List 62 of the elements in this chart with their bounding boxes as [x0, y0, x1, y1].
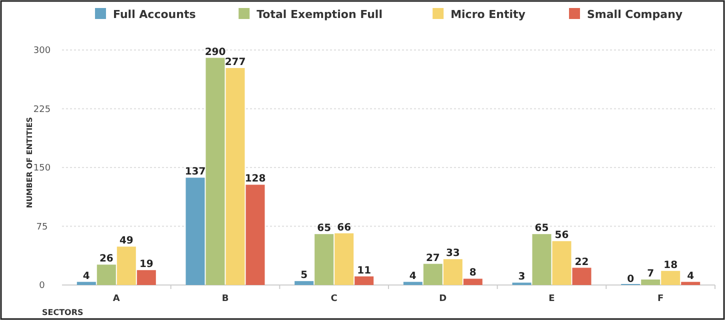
y-tick-label: 300 [33, 46, 51, 56]
legend-label: Micro Entity [450, 8, 526, 21]
y-tick-label: 75 [36, 222, 48, 232]
y-tick-label: 225 [33, 104, 51, 115]
data-label: 65 [317, 223, 332, 234]
bar [186, 178, 205, 285]
bar [552, 241, 572, 285]
data-label: 19 [139, 259, 154, 270]
bar [681, 282, 700, 285]
bar [226, 68, 245, 285]
y-tick-label: 0 [39, 281, 46, 292]
x-tick-label: D [439, 294, 447, 304]
data-label: 5 [300, 270, 308, 282]
data-label: 8 [469, 268, 476, 279]
data-label: 7 [647, 268, 654, 280]
bar [136, 270, 156, 285]
data-label: 4 [687, 270, 694, 282]
data-label: 26 [99, 254, 114, 265]
data-label: 18 [664, 260, 678, 271]
bar [532, 234, 552, 285]
data-label: 65 [534, 223, 549, 234]
bar [641, 280, 660, 285]
data-label: 137 [184, 166, 206, 178]
data-label: 11 [357, 265, 372, 276]
bar [463, 278, 482, 285]
data-label: 56 [554, 230, 569, 242]
bar [423, 264, 442, 285]
bar [403, 282, 422, 285]
bar [354, 276, 374, 285]
bar [443, 259, 462, 285]
data-label: 290 [204, 46, 226, 58]
bar [246, 184, 265, 285]
x-tick-label: E [548, 294, 555, 304]
legend-label: Small Company [587, 8, 683, 21]
data-label: 277 [224, 57, 246, 68]
data-label: 33 [446, 248, 460, 260]
bar [294, 281, 314, 285]
bar [334, 233, 354, 285]
x-tick-label: A [112, 294, 120, 304]
legend-label: Total Exemption Full [256, 8, 382, 21]
y-tick-label: 150 [33, 164, 51, 174]
legend-label: Full Accounts [113, 8, 196, 21]
data-label: 66 [337, 222, 352, 234]
data-label: 27 [426, 252, 440, 264]
bar [314, 234, 334, 285]
data-label: 4 [409, 270, 416, 282]
bar [572, 268, 592, 285]
x-tick-label: B [222, 294, 229, 304]
x-axis-title: SECTORS [42, 308, 84, 317]
x-tick-label: F [658, 294, 664, 304]
bar [661, 270, 680, 285]
data-label: 49 [119, 236, 134, 247]
bar [116, 246, 136, 285]
bar [76, 282, 96, 285]
data-label: 0 [627, 274, 634, 285]
bar [206, 58, 225, 285]
data-label: 128 [244, 174, 266, 185]
data-label: 3 [518, 272, 526, 283]
x-tick-label: C [330, 294, 338, 304]
bar [96, 264, 116, 285]
data-label: 22 [574, 256, 589, 268]
data-label: 4 [82, 270, 90, 282]
